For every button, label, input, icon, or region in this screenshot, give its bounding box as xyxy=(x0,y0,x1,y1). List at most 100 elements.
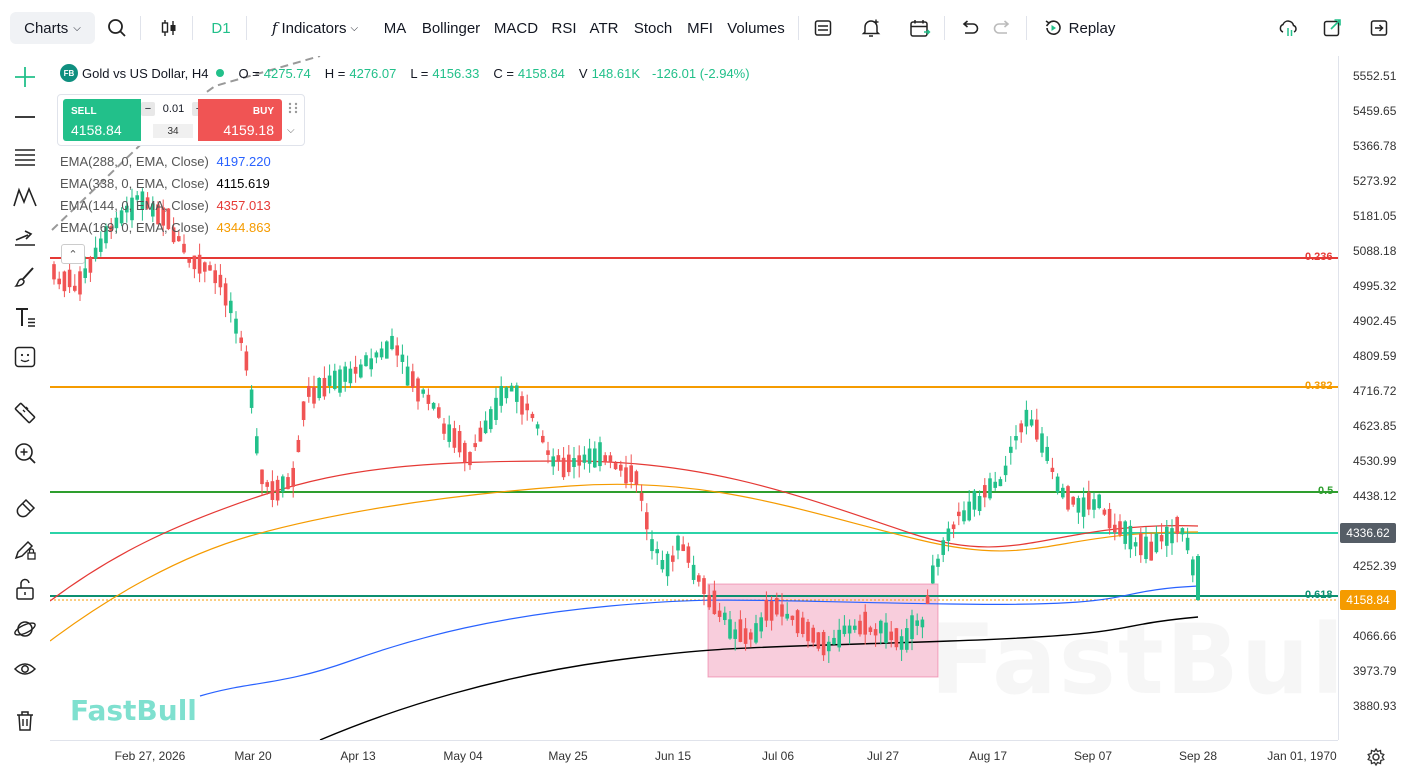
buy-button[interactable]: BUY 4159.18 xyxy=(198,99,282,141)
zoom-tool[interactable] xyxy=(10,438,40,468)
visibility-layers-tool[interactable] xyxy=(10,614,40,644)
candle-body xyxy=(712,590,717,615)
candle-body xyxy=(504,387,509,399)
close-label: C = xyxy=(493,65,514,81)
candle-body xyxy=(208,265,212,271)
candle-body xyxy=(639,492,644,501)
calendar-button[interactable] xyxy=(908,12,932,44)
candle-body xyxy=(613,463,618,470)
search-button[interactable] xyxy=(104,12,130,44)
candle-body xyxy=(728,619,732,639)
indicators-button[interactable]: f Indicators ⌵ xyxy=(262,12,368,44)
interval-button[interactable]: D1 xyxy=(211,19,231,37)
charts-menu-button[interactable]: Charts ⌵ xyxy=(10,12,95,44)
candle-body xyxy=(686,546,691,563)
candle-body xyxy=(764,599,769,621)
chart-settings-button[interactable] xyxy=(1366,747,1386,767)
pattern-tool[interactable] xyxy=(10,182,40,212)
candle-body xyxy=(671,555,675,562)
candle-body xyxy=(1170,528,1174,544)
candle-body xyxy=(619,464,623,471)
candle-body xyxy=(1055,476,1060,493)
candle-body xyxy=(166,208,171,230)
templates-button[interactable] xyxy=(812,12,834,44)
redo-button[interactable] xyxy=(992,12,1014,44)
candle-body xyxy=(286,477,290,490)
symbol-title[interactable]: Gold vs US Dollar, H4 xyxy=(82,65,209,81)
price-chart[interactable] xyxy=(50,56,1338,740)
candle-body xyxy=(489,409,493,430)
candle-body xyxy=(1061,487,1065,498)
projection-tool[interactable] xyxy=(10,222,40,252)
line-tool[interactable] xyxy=(10,102,40,132)
lot-size-input[interactable]: 0.01 xyxy=(162,103,185,115)
candle-body xyxy=(255,436,259,454)
candle-body xyxy=(608,455,613,463)
candle-body xyxy=(338,369,342,393)
indicator-rsi-button[interactable]: RSI xyxy=(551,19,577,37)
ema-legend-144[interactable]: EMA(144, 0, EMA, Close) 4357.013 xyxy=(60,198,271,213)
ema-legend-338[interactable]: EMA(338, 0, EMA, Close) 4115.619 xyxy=(60,176,270,191)
candle-body xyxy=(832,637,836,645)
decrease-lot-button[interactable]: − xyxy=(141,102,155,116)
indicator-stoch-button[interactable]: Stoch xyxy=(633,19,673,37)
indicator-mfi-button[interactable]: MFI xyxy=(687,19,713,37)
candle-body xyxy=(530,413,535,419)
measure-tool[interactable] xyxy=(10,398,40,428)
exit-button[interactable] xyxy=(1367,12,1391,44)
open-external-button[interactable] xyxy=(1320,12,1344,44)
candle-body xyxy=(1102,509,1107,515)
candle-body xyxy=(577,455,581,466)
change-value: -126.01 (-2.94%) xyxy=(652,65,750,81)
crosshair-tool[interactable] xyxy=(10,62,40,92)
time-tick: Sep 07 xyxy=(1073,749,1113,763)
brush-tool[interactable] xyxy=(10,262,40,292)
candle-body xyxy=(827,641,831,652)
candle-body xyxy=(775,598,779,615)
candle-body xyxy=(993,481,997,488)
price-axis[interactable]: 5552.51 5459.65 5366.78 5273.92 5181.05 … xyxy=(1338,56,1406,740)
collapse-legend-button[interactable]: ⌃ xyxy=(61,244,85,264)
hide-drawings-tool[interactable] xyxy=(10,654,40,684)
time-tick: Feb 27, 2026 xyxy=(114,749,186,763)
lock-drawings-tool[interactable] xyxy=(10,534,40,564)
indicator-atr-button[interactable]: ATR xyxy=(589,19,619,37)
fib-tool[interactable] xyxy=(10,142,40,172)
parallel-lines-icon xyxy=(15,149,35,166)
candle-body xyxy=(546,450,550,455)
fib-label-0382: 0.382 xyxy=(1305,380,1333,392)
chart-type-button[interactable] xyxy=(156,12,182,44)
candle-body xyxy=(1165,526,1169,546)
ema-legend-169[interactable]: EMA(169, 0, EMA, Close) 4344.863 xyxy=(60,220,271,235)
indicator-macd-button[interactable]: MACD xyxy=(493,19,539,37)
emoji-tool[interactable] xyxy=(10,342,40,372)
indicator-ma-button[interactable]: MA xyxy=(383,19,407,37)
unlock-tool[interactable] xyxy=(10,574,40,604)
alert-button[interactable] xyxy=(860,12,882,44)
candle-body xyxy=(1029,419,1034,426)
candle-body xyxy=(1118,521,1122,535)
indicator-bollinger-button[interactable]: Bollinger xyxy=(421,19,481,37)
indicator-volumes-button[interactable]: Volumes xyxy=(727,19,785,37)
toolbar-divider xyxy=(140,16,141,40)
delete-drawings-tool[interactable] xyxy=(10,706,40,736)
ema-legend-288[interactable]: EMA(288, 0, EMA, Close) 4197.220 xyxy=(60,154,271,169)
gear-icon xyxy=(1367,747,1385,767)
magnet-tool[interactable] xyxy=(10,494,40,524)
candle-body xyxy=(1133,542,1138,547)
sell-button[interactable]: SELL 4158.84 xyxy=(63,99,156,141)
time-axis[interactable]: Feb 27, 2026 Mar 20 Apr 13 May 04 May 25… xyxy=(50,740,1338,773)
text-tool[interactable] xyxy=(10,302,40,332)
undo-button[interactable] xyxy=(958,12,980,44)
replay-button[interactable]: Replay xyxy=(1042,12,1116,44)
function-icon: f xyxy=(271,19,278,37)
candle-body xyxy=(551,456,555,467)
chevron-down-icon[interactable]: ⌵ xyxy=(287,125,295,136)
sell-price: 4158.84 xyxy=(71,122,122,138)
candle-body xyxy=(572,458,576,468)
chart-canvas[interactable]: FastBull xyxy=(50,56,1338,740)
drag-handle-icon[interactable] xyxy=(287,101,299,115)
candle-body xyxy=(962,510,966,522)
candle-body xyxy=(67,269,72,288)
cloud-save-button[interactable] xyxy=(1276,12,1300,44)
